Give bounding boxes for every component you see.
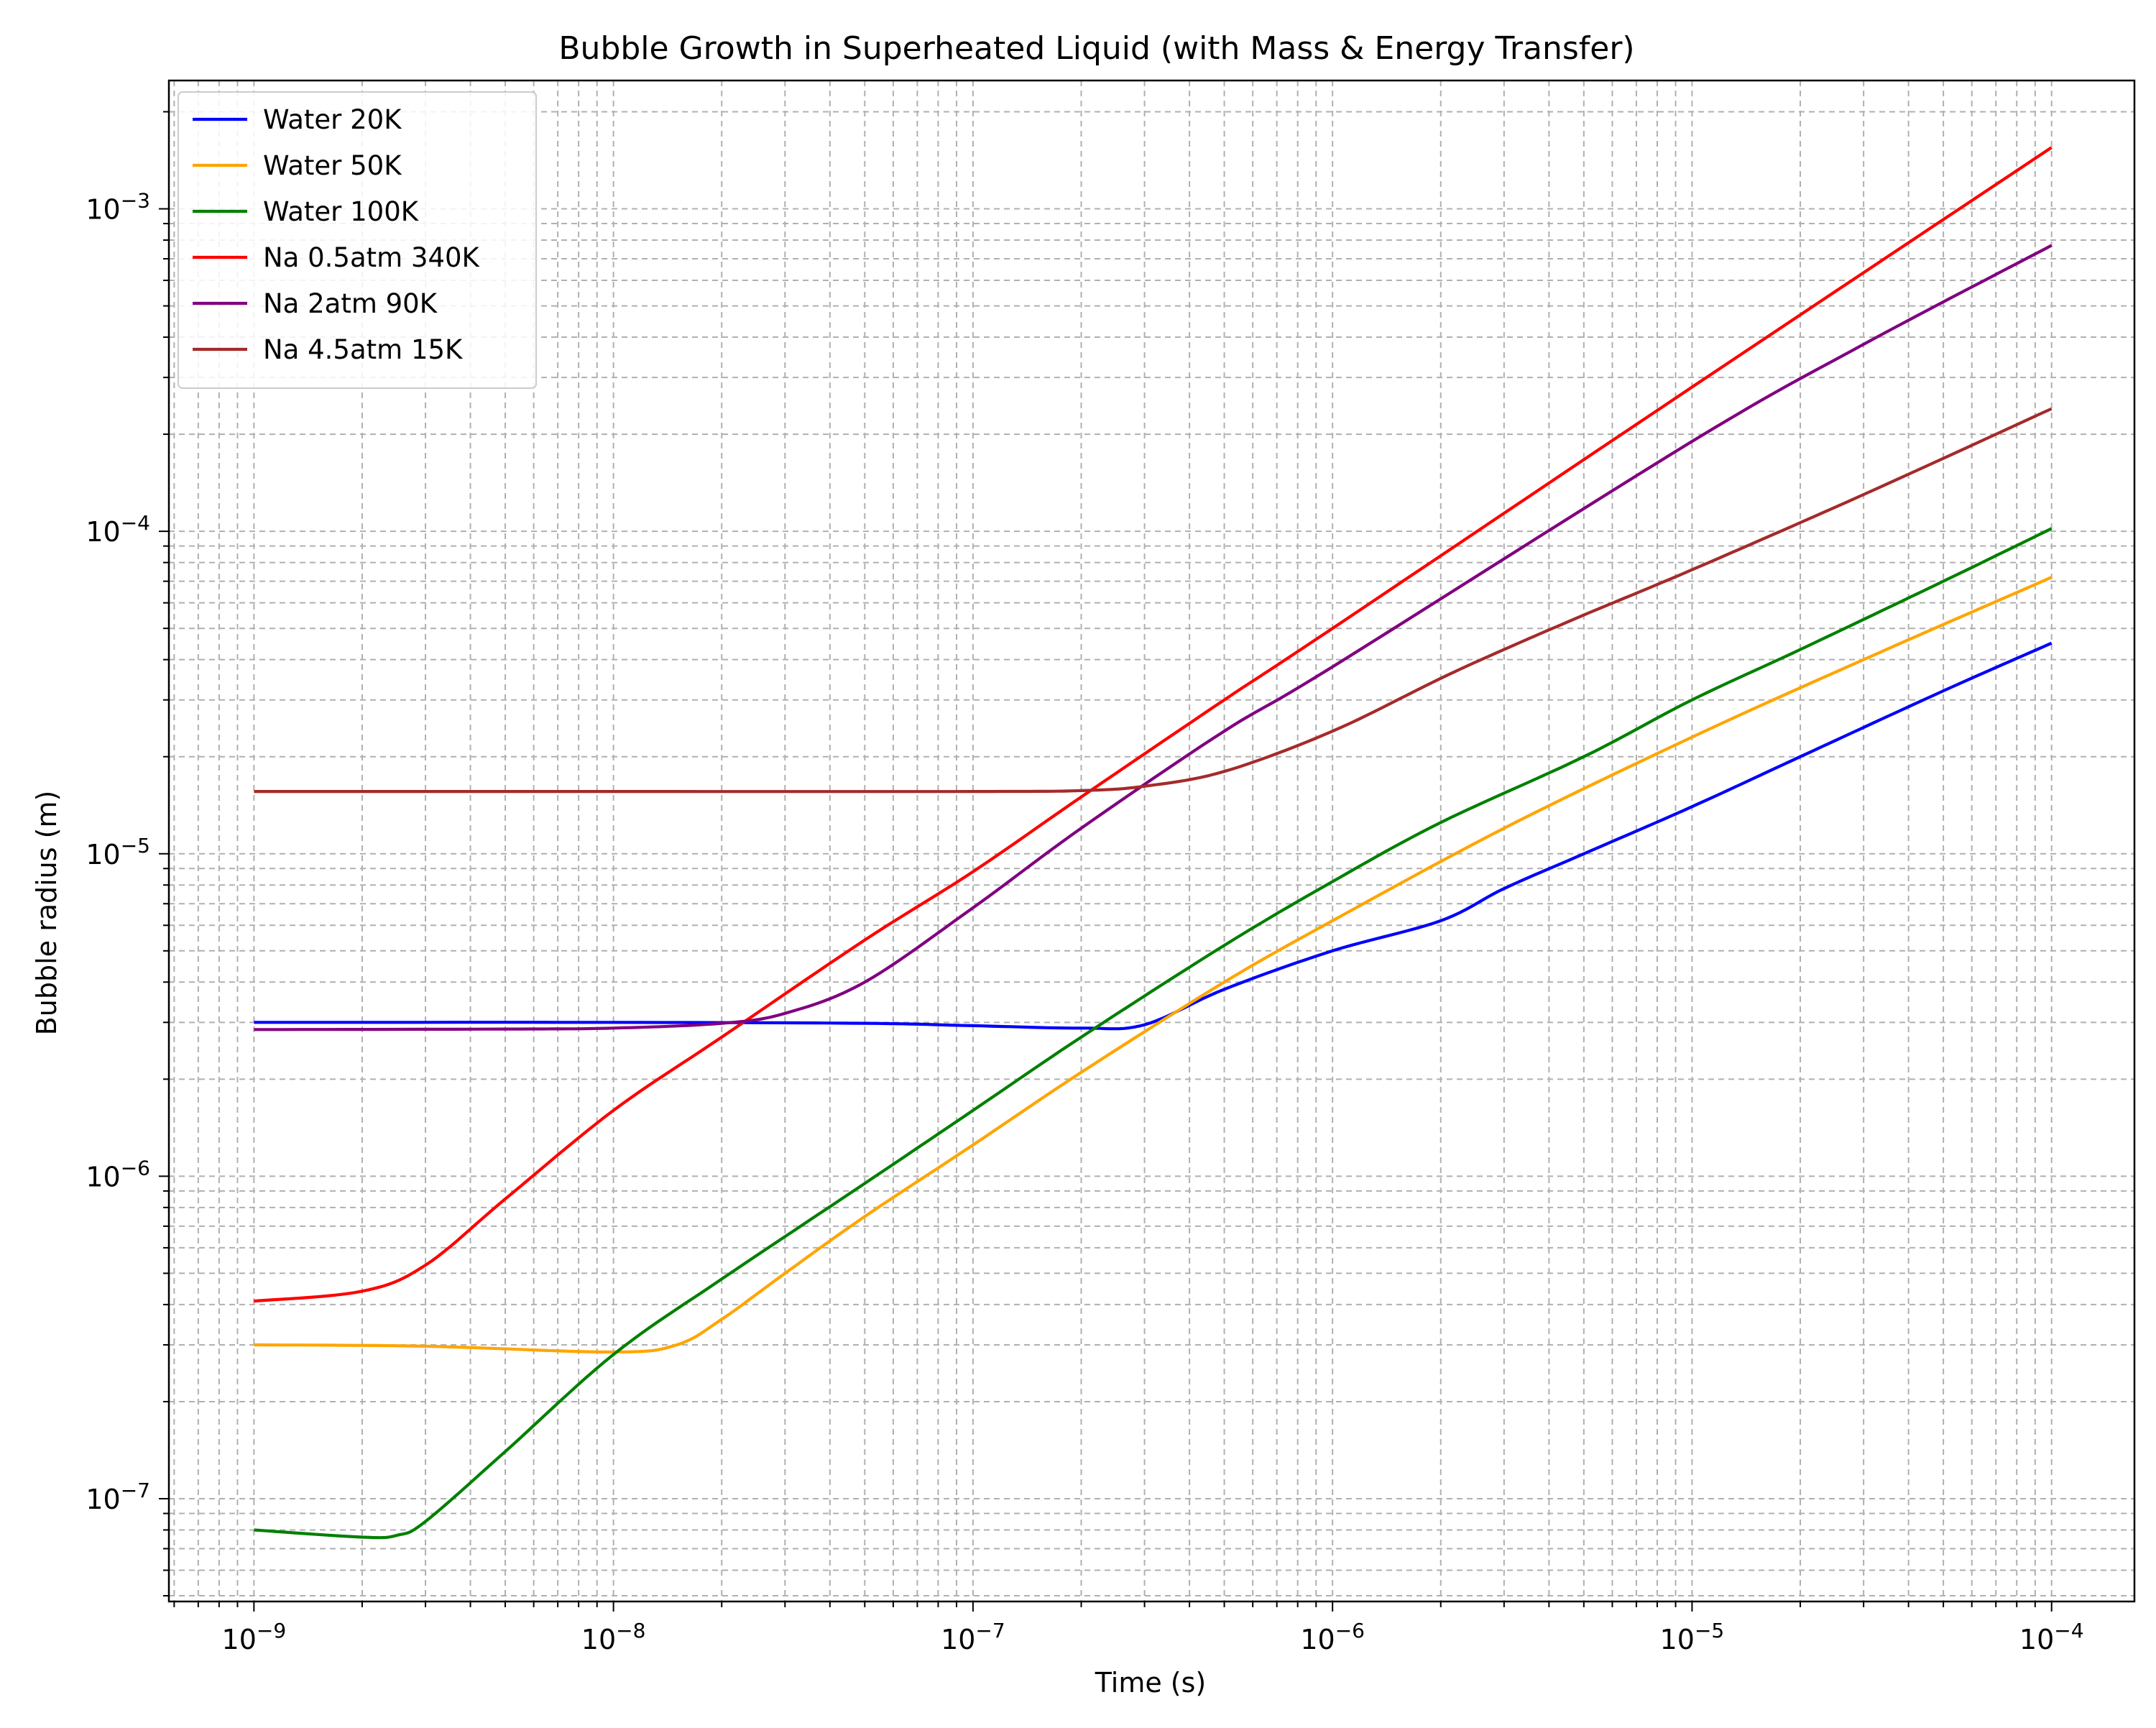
y-tick-label: 10−5 [86,834,150,870]
series-line [254,407,2053,794]
legend: Water 20K Water 50K Water 100K Na 0.5atm 34… [178,91,537,389]
chart-title: Bubble Growth in Superheated Liquid (wit… [558,30,1634,67]
legend-label: Na 4.5atm 15K [263,334,464,365]
legend-label: Water 20K [263,104,402,135]
series-line [254,576,2053,1354]
x-tick-label: 10−9 [222,1619,287,1655]
legend-label: Water 100K [263,196,420,227]
series-layer [254,146,2053,1540]
x-tick-label: 10−4 [2019,1619,2084,1655]
series-line [254,244,2053,1031]
y-tick-label: 10−3 [86,189,150,226]
y-tick-label: 10−4 [86,511,150,548]
x-tick-label: 10−8 [581,1619,646,1655]
x-tick-label: 10−6 [1300,1619,1365,1655]
legend-label: Na 0.5atm 340K [263,242,481,273]
legend-label: Na 2atm 90K [263,288,438,319]
x-tick-label: 10−5 [1660,1619,1725,1655]
y-axis-label: Bubble radius (m) [31,791,63,1036]
legend-box [178,91,537,389]
series-line [254,641,2053,1031]
series-line [254,146,2053,1303]
legend-label: Water 50K [263,150,402,181]
series-line [254,527,2053,1540]
plot-frame [167,79,2136,1603]
x-axis-label: Time (s) [1095,1667,1207,1699]
x-tick-label: 10−7 [941,1619,1005,1655]
y-tick-label: 10−7 [86,1479,150,1515]
y-tick-label: 10−6 [86,1156,150,1192]
